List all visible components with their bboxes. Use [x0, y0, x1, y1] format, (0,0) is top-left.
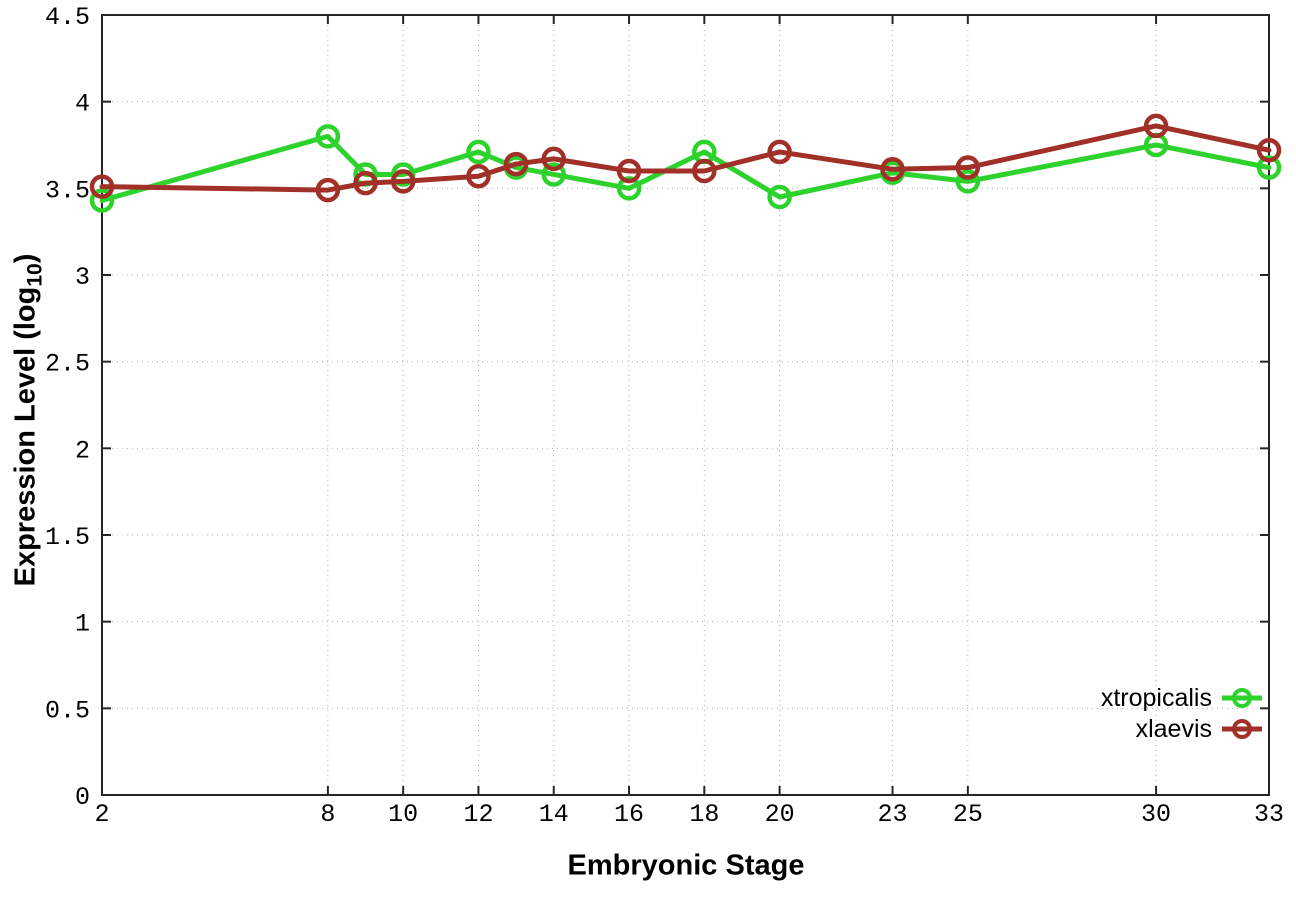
- plot-border: [101, 14, 1270, 796]
- series-xlaevis-line: [99, 123, 1272, 193]
- y-tick-label-4: 4: [75, 90, 90, 119]
- x-axis-title: Embryonic Stage: [567, 849, 805, 882]
- series-xlaevis-marker-stage-12: [466, 163, 491, 189]
- series-xtropicalis-marker-stage-8: [315, 124, 341, 149]
- series-xlaevis-marker-stage-10: [390, 169, 416, 194]
- series-xlaevis-marker-stage-33: [1256, 137, 1282, 163]
- series-xlaevis-marker-stage-13: [503, 151, 529, 177]
- x-tick-label-20: 20: [765, 800, 795, 829]
- x-tick-label-18: 18: [689, 800, 719, 829]
- series-xtropicalis-marker-stage-20: [767, 184, 792, 210]
- legend-label-xlaevis: xlaevis: [1135, 715, 1212, 743]
- legend-label-xtropicalis: xtropicalis: [1100, 684, 1212, 712]
- x-tick-label-8: 8: [320, 800, 335, 829]
- legend-circle-marker-icon: [1232, 719, 1252, 739]
- y-tick-label-0.5: 0.5: [45, 696, 90, 725]
- x-tick-label-14: 14: [539, 800, 569, 829]
- x-tick-label-33: 33: [1254, 800, 1284, 829]
- y-axis-title-main: Expression Level (log: [9, 286, 42, 587]
- legend: xtropicalis xlaevis: [1100, 684, 1262, 743]
- y-tick-label-2: 2: [75, 436, 90, 465]
- legend-item-xtropicalis: xtropicalis: [1100, 684, 1262, 712]
- x-tick-label-12: 12: [463, 800, 493, 829]
- x-tick-label-25: 25: [953, 800, 983, 829]
- x-tick-label-30: 30: [1141, 800, 1171, 829]
- series-xlaevis-marker-stage-9: [353, 170, 378, 196]
- series-xtropicalis-marker-stage-14: [541, 162, 566, 187]
- series-xlaevis-marker-stage-2: [89, 174, 115, 199]
- series-xlaevis-marker-stage-16: [616, 158, 642, 184]
- x-tick-label-2: 2: [94, 800, 109, 829]
- legend-sample-xtropicalis: [1222, 686, 1262, 710]
- y-tick-label-1.5: 1.5: [45, 523, 90, 552]
- series-xtropicalis-marker-stage-2: [89, 188, 115, 213]
- legend-item-xlaevis: xlaevis: [1101, 715, 1262, 743]
- y-tick-label-2.5: 2.5: [45, 350, 90, 379]
- x-tick-label-16: 16: [614, 800, 644, 829]
- series-xtropicalis-marker-stage-12: [466, 139, 491, 165]
- series-xtropicalis-marker-stage-16: [616, 176, 642, 201]
- series-xlaevis-marker-stage-20: [767, 139, 792, 165]
- series-xlaevis-marker-stage-25: [955, 155, 981, 180]
- series-xlaevis-marker-stage-14: [541, 146, 566, 172]
- y-axis-title-end: ): [9, 253, 42, 264]
- y-tick-label-3: 3: [75, 263, 90, 292]
- y-tick-label-3.5: 3.5: [45, 176, 90, 205]
- x-tick-label-10: 10: [388, 800, 418, 829]
- series-xlaevis-marker-stage-23: [880, 157, 905, 182]
- y-tick-label-1: 1: [75, 610, 90, 639]
- y-tick-label-4.5: 4.5: [45, 3, 90, 32]
- legend-circle-marker-icon: [1232, 688, 1252, 708]
- y-axis-title: Expression Level (log10): [9, 253, 47, 587]
- series-xtropicalis-marker-stage-33: [1256, 155, 1282, 180]
- series-xlaevis-marker-stage-8: [315, 177, 341, 203]
- series-xlaevis-marker-stage-18: [692, 158, 717, 184]
- y-tick-label-0: 0: [75, 783, 90, 812]
- series-xtropicalis-marker-stage-25: [955, 169, 981, 194]
- legend-sample-xlaevis: [1222, 717, 1262, 741]
- series-xlaevis-marker-stage-30: [1143, 113, 1169, 139]
- x-tick-label-23: 23: [878, 800, 908, 829]
- y-axis-title-subscript: 10: [23, 263, 47, 287]
